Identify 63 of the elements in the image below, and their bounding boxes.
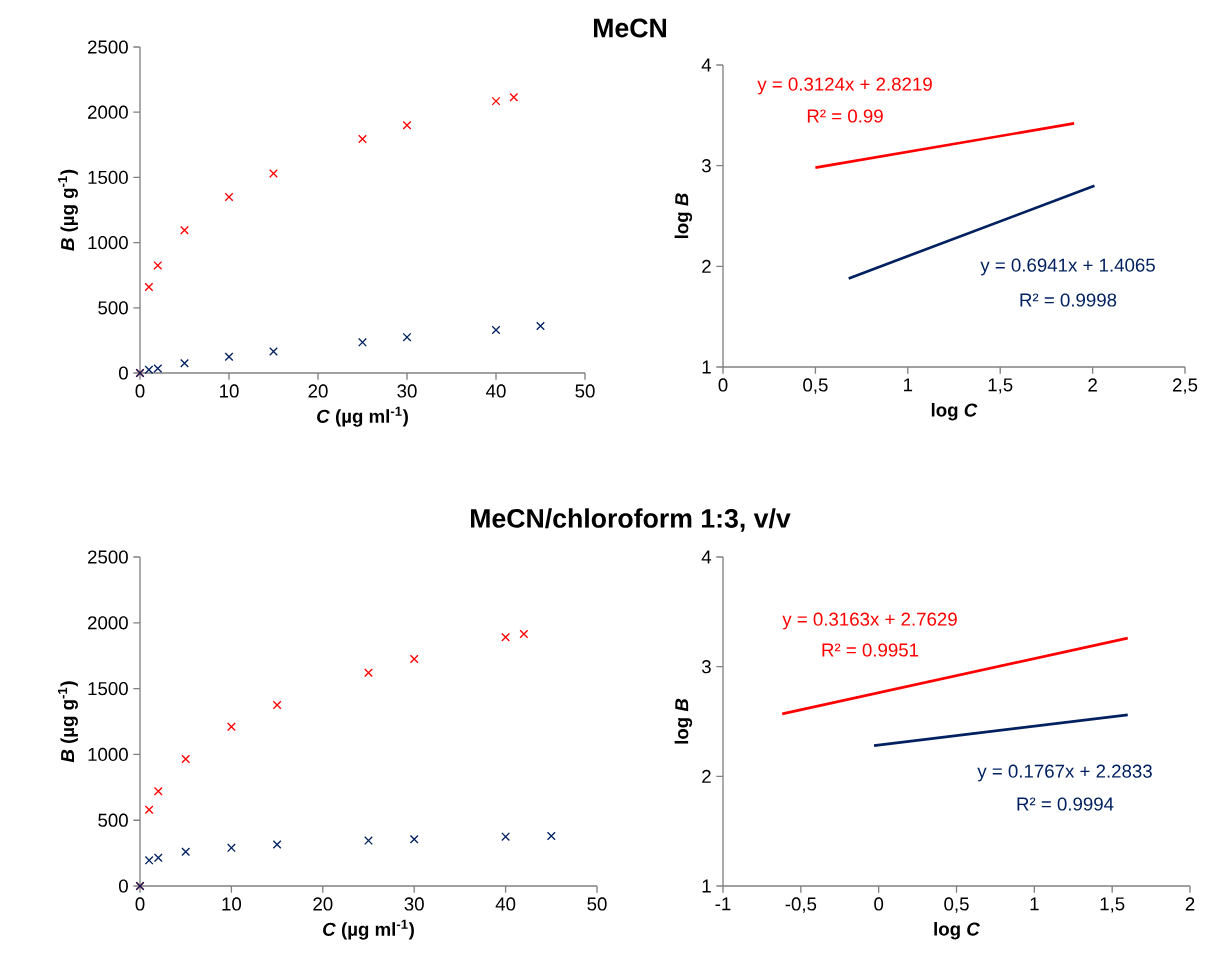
y-tick-label: 1000 [88,235,128,250]
y-tick-label: 1 [702,360,711,374]
x-tick-label: 1,5 [988,378,1013,394]
annotation: y = 0.6941x + 1.4065 [980,258,1155,276]
y-axis-title: log B [674,698,693,744]
x-axis-title: log C [934,921,980,940]
y-tick-label: 2 [702,769,711,783]
y-tick-label: 2500 [88,40,128,54]
x-tick-label: 10 [222,897,242,911]
y-tick-label: 2000 [88,616,128,630]
annotation: R² = 0.9994 [1017,797,1114,811]
annotation: R² = 0.9998 [1020,293,1117,307]
x-axis-title: log C [931,402,978,421]
y-axis-title: log B [674,193,693,239]
x-tick-label: 2 [1185,897,1195,911]
x-tick-label: 0 [718,378,728,392]
y-tick-label: 1500 [88,170,128,185]
x-tick-label: 20 [308,384,328,398]
x-tick-label: 0,5 [803,378,828,394]
y-tick-label: 0 [118,366,128,380]
chart-title: MeCN/chloroform 1:3, v/v [471,508,791,532]
x-tick-label: 2,5 [1172,378,1198,394]
x-tick-label: 30 [404,897,424,911]
y-axis-title: B (µg g$^{-1}$) [58,681,78,763]
y-tick-label: 4 [701,58,712,72]
y-tick-label: 1000 [88,747,128,762]
x-tick-label: 20 [313,897,333,911]
x-axis-title: C (µg ml$^{-1}$) [323,919,414,940]
y-tick-label: 2000 [88,105,128,119]
x-tick-label: 40 [495,897,516,911]
annotation: R² = 0.9951 [822,643,919,657]
x-tick-label: 0,5 [944,897,969,913]
x-tick-label: 1 [904,378,913,392]
x-tick-label: 1,5 [1100,897,1125,913]
y-tick-label: 0 [118,879,128,893]
y-tick-label: 3 [701,660,711,674]
x-tick-label: 10 [220,384,239,398]
x-tick-label: 40 [486,384,506,398]
x-tick-label: -1 [715,897,731,911]
y-tick-label: 500 [98,301,128,315]
y-tick-label: 3 [701,159,711,173]
x-tick-label: 2 [1088,378,1097,392]
x-tick-label: 0 [874,897,884,911]
x-tick-label: -0,5 [785,897,817,913]
x-axis-title: C (µg ml$^{-1}$) [317,406,408,427]
x-tick-label: 50 [575,384,595,398]
annotation: y = 0.3163x + 2.7629 [782,612,957,630]
x-tick-label: 0 [135,897,145,911]
y-tick-label: 2 [702,259,711,273]
annotation: R² = 0.99 [807,109,883,123]
y-tick-label: 1500 [88,681,128,696]
y-axis-title: B (µg g$^{-1}$) [58,169,78,251]
x-tick-label: 50 [587,897,607,911]
x-tick-label: 1 [1030,897,1039,911]
x-tick-label: 30 [397,384,417,398]
annotation: y = 0.3124x + 2.8219 [757,77,932,95]
chart-title: MeCN [594,18,666,38]
annotation: y = 0.1767x + 2.2833 [977,764,1152,782]
y-tick-label: 1 [702,879,711,893]
y-tick-label: 4 [701,550,712,564]
x-tick-label: 0 [135,384,145,398]
y-tick-label: 2500 [88,550,128,564]
y-tick-label: 500 [98,813,128,827]
